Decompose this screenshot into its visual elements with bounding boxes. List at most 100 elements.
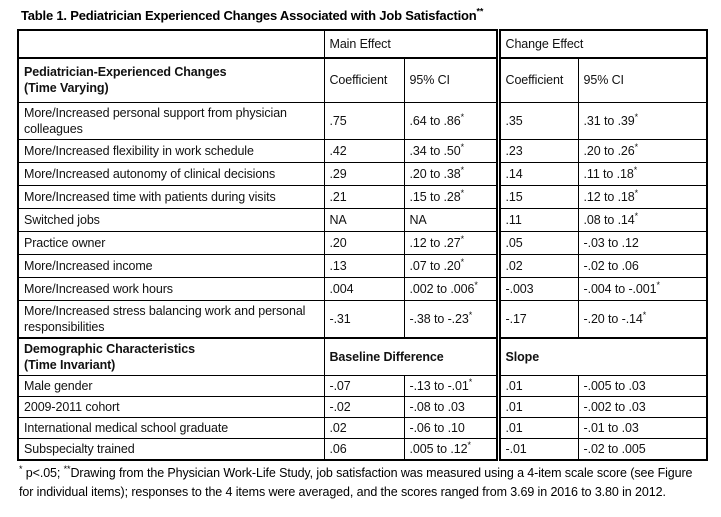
section-title-line2: (Time Varying) (24, 81, 109, 96)
row-label: More/Increased autonomy of clinical deci… (17, 161, 325, 186)
significance-marker: * (642, 309, 647, 320)
change-ci: -.03 to .12 (577, 230, 708, 255)
main-ci: .002 to .006* (403, 276, 499, 301)
main-ci-text: NA (409, 212, 427, 227)
row-label: 2009-2011 cohort (17, 395, 325, 418)
col-header-baseline-difference: Baseline Difference (323, 336, 499, 376)
row-label: More/Increased time with patients during… (17, 184, 325, 209)
main-coefficient: .004 (323, 276, 405, 301)
change-ci-text: .08 to .14 (583, 212, 635, 227)
significance-marker: * (467, 439, 471, 450)
change-coefficient: .14 (495, 161, 579, 186)
significance-marker: * (460, 233, 465, 244)
change-ci-text: .12 to .18 (583, 189, 635, 204)
blank-header-cell (17, 29, 325, 59)
section-header-time-invariant: Demographic Characteristics (Time Invari… (17, 336, 708, 376)
main-ci-text: .34 to .50 (409, 143, 461, 158)
significance-marker: * (634, 111, 639, 122)
row-label: International medical school graduate (17, 416, 325, 439)
change-ci: -.005 to .03 (577, 374, 708, 397)
change-ci: .08 to .14* (577, 207, 708, 232)
main-ci: .15 to .28* (403, 184, 499, 209)
change-coefficient: .01 (495, 395, 579, 418)
footnote-significance-text: p<.05; (22, 465, 64, 480)
table-row: More/Increased stress balancing work and… (17, 299, 708, 338)
table-row: More/Increased flexibility in work sched… (17, 138, 708, 163)
row-label: More/Increased income (17, 253, 325, 278)
main-coefficient: .21 (323, 184, 405, 209)
change-ci: -.02 to .005 (577, 437, 708, 460)
change-ci-text: -.004 to -.001 (583, 281, 657, 296)
change-ci: -.002 to .03 (577, 395, 708, 418)
table-row: More/Increased income .13 .07 to .20* .0… (17, 253, 708, 278)
col-header-change-coefficient: Coefficient (495, 57, 579, 103)
change-coefficient: .05 (495, 230, 579, 255)
main-ci-text: .20 to .38 (409, 166, 461, 181)
footnote-note-text: Drawing from the Physician Work-Life Stu… (19, 465, 693, 499)
main-ci: .12 to .27* (403, 230, 499, 255)
main-ci: .64 to .86* (403, 101, 499, 140)
main-ci-text: .15 to .28 (409, 189, 461, 204)
section-title-line2: (Time Invariant) (24, 357, 116, 372)
change-ci: .11 to .18* (577, 161, 708, 186)
col-header-slope: Slope (495, 336, 708, 376)
table-footnote: * p<.05; **Drawing from the Physician Wo… (19, 464, 706, 502)
change-coefficient: .01 (495, 416, 579, 439)
change-coefficient: .01 (495, 374, 579, 397)
main-ci-text: -.38 to -.23 (409, 311, 469, 326)
section-title-time-varying: Pediatrician-Experienced Changes (Time V… (17, 57, 325, 103)
significance-marker: * (460, 187, 465, 198)
significance-marker: * (634, 187, 639, 198)
main-ci-text: .12 to .27 (409, 235, 461, 250)
change-coefficient: -.17 (495, 299, 579, 338)
main-ci-text: .005 to .12 (409, 441, 468, 456)
main-ci: .34 to .50* (403, 138, 499, 163)
change-ci: .12 to .18* (577, 184, 708, 209)
main-ci-text: .002 to .006 (409, 281, 475, 296)
table-row: More/Increased autonomy of clinical deci… (17, 161, 708, 186)
row-label: Switched jobs (17, 207, 325, 232)
main-ci-text: .07 to .20 (409, 258, 461, 273)
main-coefficient: .20 (323, 230, 405, 255)
main-ci-text: -.13 to -.01 (409, 378, 469, 393)
significance-marker: * (19, 463, 23, 474)
change-ci: -.004 to -.001* (577, 276, 708, 301)
change-effect-header: Change Effect (495, 29, 708, 59)
significance-marker: * (460, 256, 465, 267)
main-coefficient: NA (323, 207, 405, 232)
significance-marker: * (468, 309, 473, 320)
change-ci-text: -.03 to .12 (583, 235, 639, 250)
significance-marker: * (634, 210, 639, 221)
table-row: Practice owner .20 .12 to .27* .05 -.03 … (17, 230, 708, 255)
main-ci: .20 to .38* (403, 161, 499, 186)
change-ci: -.02 to .06 (577, 253, 708, 278)
page: Table 1. Pediatrician Experienced Change… (17, 7, 709, 502)
table-row: More/Increased personal support from phy… (17, 101, 708, 140)
main-ci: .005 to .12* (403, 437, 499, 460)
col-header-main-coefficient: Coefficient (323, 57, 405, 103)
main-ci-text: -.06 to .10 (409, 420, 465, 435)
section-header-time-varying: Pediatrician-Experienced Changes (Time V… (17, 57, 708, 103)
section-title-time-invariant: Demographic Characteristics (Time Invari… (17, 336, 325, 376)
main-ci: -.06 to .10 (403, 416, 499, 439)
row-label: More/Increased flexibility in work sched… (17, 138, 325, 163)
footnote-marker: ** (63, 463, 71, 474)
significance-marker: * (656, 279, 660, 290)
table-row: Subspecialty trained .06 .005 to .12* -.… (17, 437, 708, 460)
change-ci: -.20 to -.14* (577, 299, 708, 338)
table-row: International medical school graduate .0… (17, 416, 708, 439)
main-ci-text: -.08 to .03 (409, 399, 465, 414)
col-header-change-ci: 95% CI (577, 57, 708, 103)
main-coefficient: -.31 (323, 299, 405, 338)
row-label: More/Increased stress balancing work and… (17, 299, 325, 338)
table-row: Switched jobs NA NA .11 .08 to .14* (17, 207, 708, 232)
section-title-line1: Pediatrician-Experienced Changes (24, 65, 227, 80)
change-ci-text: .20 to .26 (583, 143, 635, 158)
main-coefficient: .06 (323, 437, 405, 460)
change-ci-text: -.002 to .03 (583, 399, 646, 414)
row-label: Practice owner (17, 230, 325, 255)
row-label: More/Increased personal support from phy… (17, 101, 325, 140)
change-ci-text: -.005 to .03 (583, 378, 646, 393)
main-coefficient: .13 (323, 253, 405, 278)
change-ci-text: .31 to .39 (583, 113, 635, 128)
